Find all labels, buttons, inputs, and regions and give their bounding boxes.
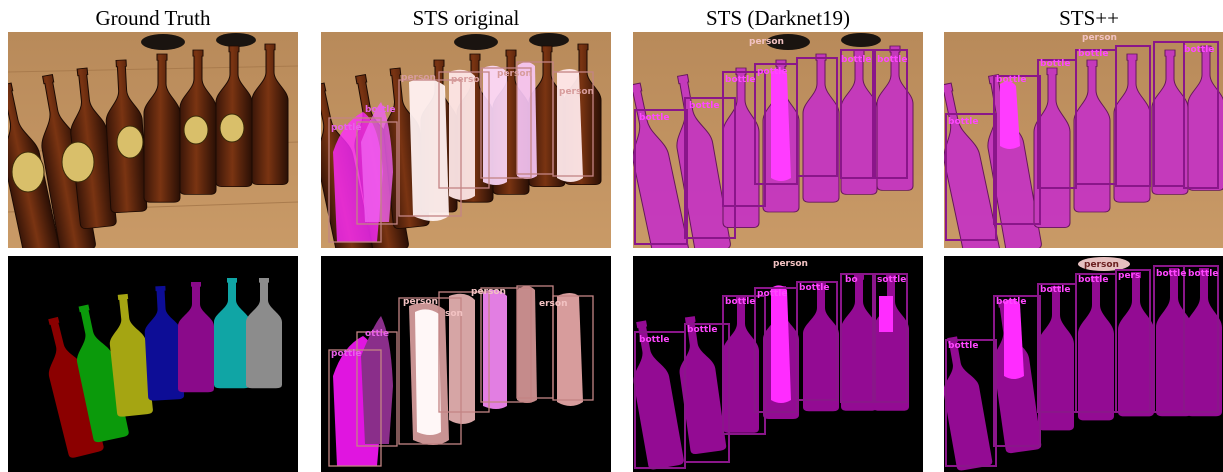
label-bottle: bottle <box>689 101 719 111</box>
column-title-sts-original: STS original <box>412 6 520 30</box>
label-bottle: pottle <box>757 289 787 299</box>
column-title-sts-plus-plus: STS++ <box>1059 6 1119 30</box>
label-bottle: bottle <box>687 325 717 335</box>
photo-ground-truth <box>8 32 298 248</box>
mask-sts-darknet19: person bottle bottle bottle pottle bottl… <box>633 256 923 472</box>
label-bottle: bottle <box>1040 285 1070 295</box>
label-bottle: pottle <box>331 123 361 133</box>
label-bottle: bottle <box>1184 45 1214 55</box>
mask-ground-truth <box>8 256 298 472</box>
label-bottle: bottle <box>1188 269 1218 279</box>
label-person: person <box>1084 260 1119 270</box>
label-bottle: bottle <box>725 75 755 85</box>
label-bottle: bottle <box>639 113 669 123</box>
label-bottle: pottle <box>331 349 361 359</box>
label-bottle: bottle <box>948 117 978 127</box>
label-bottle: pottle <box>757 67 787 77</box>
label-person: person <box>749 37 784 47</box>
label-bottle: bottle <box>1040 59 1070 69</box>
column-title-ground-truth: Ground Truth <box>95 6 211 30</box>
label-person: erson <box>539 299 568 309</box>
label-person: person <box>471 287 506 297</box>
label-bottle: bottle <box>799 283 829 293</box>
label-person: person <box>403 297 438 307</box>
label-person: person <box>559 87 594 97</box>
label-person: person <box>401 73 436 83</box>
label-bottle: bottle <box>1078 275 1108 285</box>
mask-sts-original: pottle ottle person son person erson <box>321 256 611 472</box>
label-bottle: bottle <box>365 105 395 115</box>
label-bottle: bottle <box>996 75 1026 85</box>
mask-sts-plus-plus: person bottle bottle bottle bottle pers … <box>944 256 1223 472</box>
label-bottle: bottle <box>877 55 907 65</box>
label-bottle: sottle <box>877 275 906 285</box>
label-bottle: pers <box>1118 271 1140 281</box>
photo-sts-original: pottle bottle person perso person person <box>321 32 611 248</box>
label-bottle: bottle <box>725 297 755 307</box>
label-person: person <box>773 259 808 269</box>
label-bottle: bottle <box>996 297 1026 307</box>
label-person: person <box>1082 33 1117 43</box>
label-bottle: bottle <box>841 55 871 65</box>
label-person: perso <box>451 75 480 85</box>
label-bottle: ottle <box>365 329 389 339</box>
photo-sts-plus-plus: person bottle bottle bottle bottle bottl… <box>944 32 1223 248</box>
label-bottle: bottle <box>1078 49 1108 59</box>
photo-sts-darknet19: person bottle bottle bottle pottle bottl… <box>633 32 923 248</box>
label-bottle: bottle <box>1156 269 1186 279</box>
label-person: person <box>497 69 532 79</box>
column-title-sts-darknet19: STS (Darknet19) <box>705 6 851 30</box>
label-bottle: bottle <box>639 335 669 345</box>
label-person: son <box>445 309 463 319</box>
label-bottle: bo <box>845 275 858 285</box>
label-bottle: bottle <box>948 341 978 351</box>
